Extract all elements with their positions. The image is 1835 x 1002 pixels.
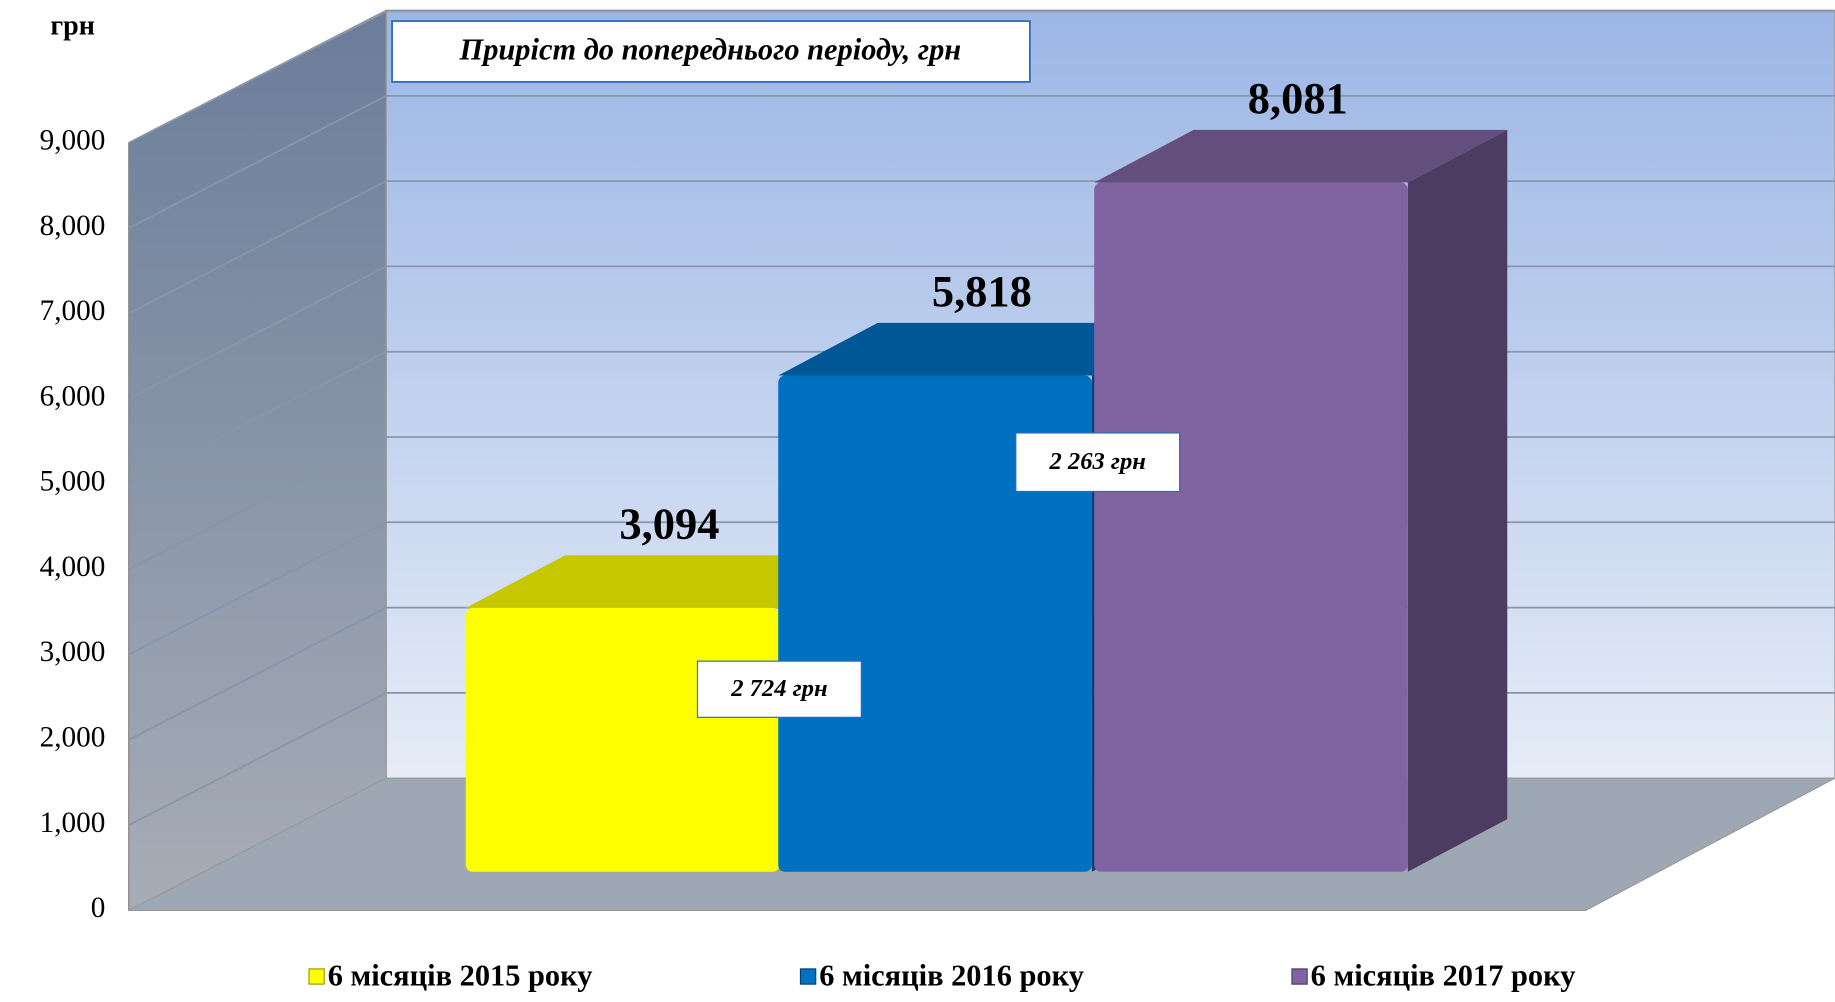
data-label: 3,094	[619, 499, 719, 549]
y-tick-label: 8,000	[40, 210, 106, 242]
data-label: 8,081	[1248, 73, 1348, 123]
annotation: 2 263 грн	[1049, 448, 1146, 475]
data-label: 5,818	[932, 266, 1032, 316]
legend-label: 6 місяців 2015 року	[328, 958, 593, 992]
annotation-box	[696, 660, 862, 718]
y-tick-label: 3,000	[40, 636, 106, 668]
grid-line	[128, 9, 1835, 144]
legend-label: 6 місяців 2017 року	[1311, 958, 1576, 992]
y-tick-label: 9,000	[40, 124, 106, 156]
y-tick-label: 6,000	[40, 380, 106, 412]
bar-side	[1407, 129, 1508, 872]
legend-swatch	[799, 968, 817, 985]
legend-swatch	[308, 968, 325, 985]
bar	[1094, 182, 1408, 872]
chart-title: Приріст до попереднього періоду, грн	[459, 33, 962, 67]
y-axis-label: грн	[50, 11, 95, 42]
grid-line	[128, 94, 1835, 229]
y-tick-label: 0	[91, 892, 106, 924]
legend-label: 6 місяців 2016 року	[819, 958, 1084, 992]
bar-top	[1094, 129, 1508, 183]
y-tick-label: 5,000	[40, 466, 106, 498]
y-tick-label: 7,000	[40, 295, 106, 327]
bar	[778, 375, 1092, 872]
annotation: 2 724 грн	[730, 675, 827, 702]
title-box	[391, 20, 1031, 83]
side-wall	[128, 10, 387, 912]
annotation-box	[1015, 432, 1181, 493]
bar	[465, 607, 780, 872]
y-tick-label: 1,000	[40, 807, 106, 839]
y-tick-label: 2,000	[40, 722, 106, 754]
y-tick-label: 4,000	[40, 551, 106, 583]
legend-swatch	[1291, 968, 1308, 985]
bar-top	[465, 555, 879, 608]
bar-top	[778, 322, 1192, 376]
